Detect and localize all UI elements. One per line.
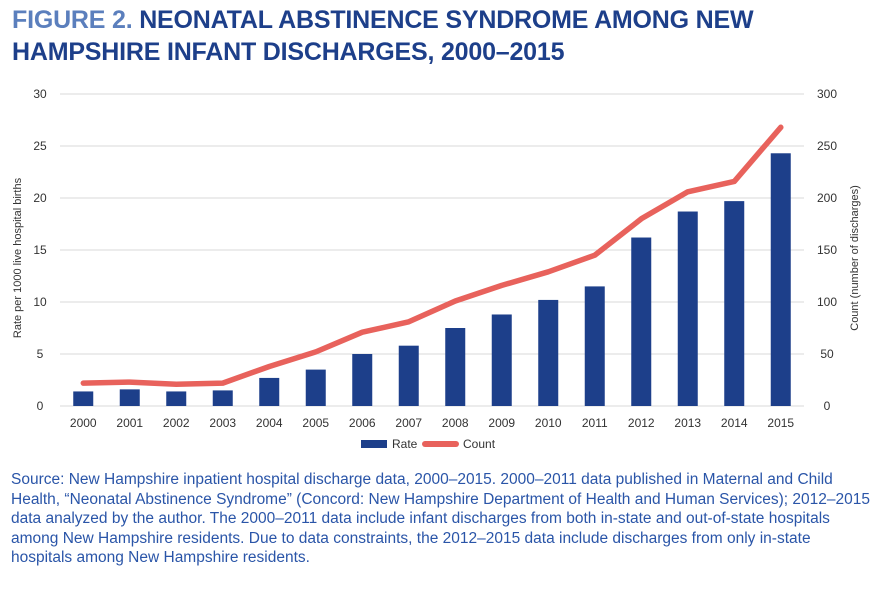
x-tick-label: 2013: [674, 416, 701, 430]
bar-rate-2009: [491, 314, 512, 406]
y-tick-label-left: 30: [33, 87, 47, 101]
x-tick-label: 2010: [535, 416, 562, 430]
bar-rate-2015: [770, 153, 791, 406]
bar-rate-2012: [631, 237, 652, 406]
bar-rate-2007: [398, 345, 419, 406]
x-tick-label: 2005: [302, 416, 329, 430]
bar-rate-2000: [73, 391, 94, 406]
bar-rate-2010: [538, 299, 559, 406]
count-line-group: [80, 124, 784, 387]
y-axis-label-left: Rate per 1000 live hospital births: [12, 177, 24, 338]
x-tick-label: 2006: [349, 416, 376, 430]
bar-rate-2013: [677, 211, 698, 406]
x-tick-label: 2008: [442, 416, 469, 430]
bar-rate-2005: [305, 369, 326, 406]
y-tick-label-right: 0: [824, 399, 831, 413]
figure-title: FIGURE 2. NEONATAL ABSTINENCE SYNDROME A…: [12, 4, 872, 68]
bar-rate-2014: [724, 201, 745, 406]
y-tick-label-right: 200: [817, 191, 837, 205]
y-tick-label-left: 20: [33, 191, 47, 205]
x-tick-label: 2015: [767, 416, 794, 430]
y-tick-label-right: 250: [817, 139, 837, 153]
y-tick-label-left: 0: [37, 399, 44, 413]
source-note: Source: New Hampshire inpatient hospital…: [11, 471, 870, 566]
x-tick-label: 2009: [488, 416, 515, 430]
bar-rate-2011: [584, 286, 605, 406]
y-tick-label-left: 5: [37, 347, 44, 361]
figure-title-text: NEONATAL ABSTINENCE SYNDROME AMONG NEW H…: [12, 6, 754, 66]
bar-rate-2003: [212, 390, 233, 406]
x-tick-label: 2012: [628, 416, 655, 430]
legend-label-rate: Rate: [392, 437, 418, 451]
bar-rate-2008: [445, 328, 466, 406]
x-tick-label: 2001: [116, 416, 143, 430]
x-tick-label: 2000: [70, 416, 97, 430]
figure-label: FIGURE 2.: [12, 6, 133, 34]
rate-bars: [73, 153, 791, 406]
x-tick-label: 2007: [395, 416, 422, 430]
x-tick-label: 2003: [209, 416, 236, 430]
y-tick-label-right: 300: [817, 87, 837, 101]
y-tick-label-left: 15: [33, 243, 47, 257]
legend: Rate Count: [361, 437, 496, 451]
bar-rate-2002: [166, 391, 187, 406]
y-tick-label-right: 100: [817, 295, 837, 309]
bar-rate-2001: [119, 389, 140, 406]
count-line: [80, 124, 784, 387]
x-tick-label: 2014: [721, 416, 748, 430]
x-tick-label: 2011: [582, 416, 608, 430]
x-tick-label: 2002: [163, 416, 190, 430]
y-tick-label-left: 10: [33, 295, 47, 309]
bar-rate-2004: [259, 377, 280, 406]
legend-label-count: Count: [463, 437, 496, 451]
legend-swatch-rate: [361, 440, 387, 448]
bar-rate-2006: [352, 354, 373, 406]
y-tick-label-right: 150: [817, 243, 837, 257]
y-tick-label-left: 25: [33, 139, 47, 153]
x-tick-label: 2004: [256, 416, 283, 430]
y-tick-label-right: 50: [820, 347, 834, 361]
y-axis-label-right: Count (number of discharges): [849, 185, 861, 331]
